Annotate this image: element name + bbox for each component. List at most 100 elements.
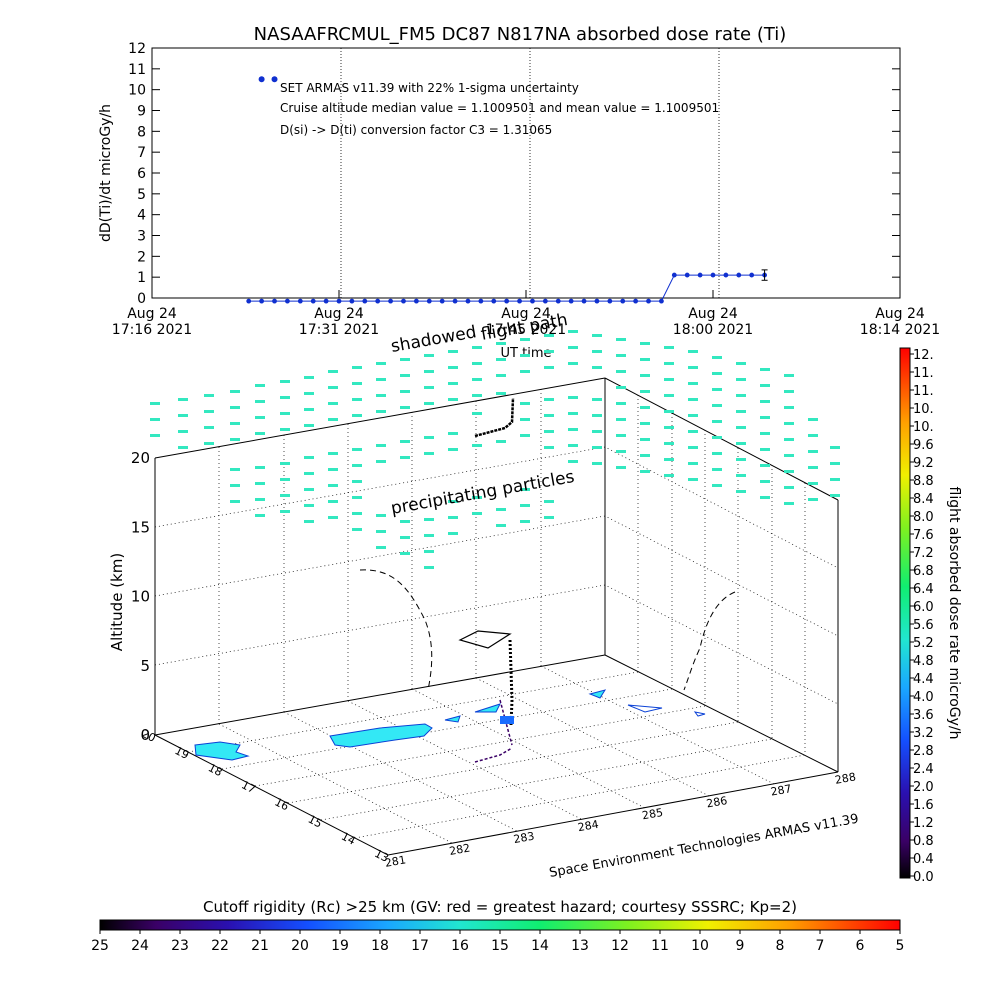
- side-axis-ticks: 13 14 15 16 17 18 19 20: [139, 727, 390, 865]
- colorbar-tick-label: 9.2: [913, 456, 934, 471]
- data-point: [517, 298, 522, 304]
- y-tick-label: 2: [137, 249, 146, 265]
- z-axis-ticks: 0 5 10 15 20: [131, 449, 150, 744]
- rigidity-colorbar-ticks: 25 24 23 22 21 20 19 18 17 16 15 14 13 12 11 10 9 8 7 6 5: [91, 930, 904, 954]
- front-tick-label: 282: [448, 841, 471, 857]
- rigidity-tick-label: 8: [776, 938, 785, 954]
- rigidity-tick-label: 13: [571, 938, 589, 954]
- dose-colorbar-ticks: 12. 11. 11. 10. 10. 9.6 9.2 8.8 8.4 8.0 7.6 7.2 6.8 6…: [910, 348, 934, 885]
- data-point: [620, 298, 626, 304]
- data-point: [323, 298, 329, 304]
- data-point: [671, 272, 677, 278]
- data-point: [607, 298, 613, 304]
- side-tick-label: 17: [239, 778, 257, 796]
- z-tick-label: 15: [131, 518, 150, 536]
- data-point: [749, 272, 755, 278]
- z-tick-label: 10: [131, 588, 150, 606]
- rigidity-tick-label: 5: [896, 938, 905, 954]
- colorbar-tick-label: 9.6: [913, 438, 934, 453]
- data-point: [659, 298, 664, 304]
- side-tick-label: 14: [339, 830, 357, 848]
- front-tick-label: 281: [384, 853, 407, 869]
- x-tick-date: Aug 24: [688, 306, 738, 322]
- chart-title: NASAAFRCMUL_FM5 DC87 N817NA absorbed dos…: [254, 24, 787, 45]
- rigidity-tick-label: 6: [856, 938, 865, 954]
- data-point: [452, 298, 458, 304]
- data-point: [555, 298, 561, 304]
- data-point-high: [258, 76, 265, 83]
- front-tick-label: 288: [834, 770, 857, 786]
- side-tick-label: 16: [273, 795, 291, 813]
- z-axis-label: Altitude (km): [108, 553, 126, 651]
- rigidity-tick-label: 20: [291, 938, 309, 954]
- colorbar-tick-label: 0.8: [913, 834, 934, 849]
- 3d-box: [154, 377, 839, 856]
- colorbar-tick-label: 2.4: [913, 762, 934, 777]
- x-tick-time: 17:16 2021: [112, 322, 192, 338]
- data-point-high: [271, 76, 278, 83]
- dose-colorbar: [899, 347, 911, 879]
- data-point: [426, 298, 432, 304]
- x-tick-date: Aug 24: [127, 306, 177, 322]
- rigidity-colorbar-title: Cutoff rigidity (Rc) >25 km (GV: red = g…: [203, 898, 797, 916]
- colorbar-tick-label: 11.: [913, 384, 934, 399]
- y-tick-label: 9: [137, 104, 146, 120]
- data-point: [259, 298, 265, 304]
- side-tick-label: 13: [372, 847, 390, 865]
- precipitating-particles-field: [150, 330, 840, 569]
- data-point: [362, 298, 368, 304]
- rigidity-colorbar: [99, 919, 901, 931]
- rigidity-tick-label: 10: [691, 938, 709, 954]
- y-tick-label: 6: [137, 166, 146, 182]
- y-tick-label: 10: [128, 83, 146, 99]
- side-tick-label: 20: [139, 727, 157, 745]
- rigidity-tick-label: 21: [251, 938, 269, 954]
- y-tick-label: 0: [137, 291, 146, 307]
- colorbar-tick-label: 1.2: [913, 816, 934, 831]
- data-point: [646, 298, 651, 304]
- rigidity-tick-label: 17: [411, 938, 429, 954]
- 3d-grid: [154, 389, 839, 844]
- y-tick-label: 8: [137, 124, 146, 140]
- colorbar-tick-label: 6.8: [913, 564, 934, 579]
- rigidity-tick-label: 23: [171, 938, 189, 954]
- colorbar-tick-label: 8.4: [913, 492, 934, 507]
- data-point: [581, 298, 587, 304]
- front-tick-label: 283: [512, 830, 535, 846]
- colorbar-tick-label: 5.6: [913, 618, 934, 633]
- y-tick-label: 7: [137, 145, 146, 161]
- data-point: [491, 298, 497, 304]
- label-precipitating-particles: precipitating particles: [389, 467, 576, 519]
- data-point: [530, 298, 535, 304]
- data-point: [246, 298, 252, 304]
- x-tick-time: 18:14 2021: [860, 322, 940, 338]
- y-tick-label: 12: [128, 41, 146, 57]
- data-point: [388, 298, 393, 304]
- x-tick-time: 17:31 2021: [299, 322, 379, 338]
- colorbar-tick-label: 4.0: [913, 690, 934, 705]
- rigidity-tick-label: 7: [816, 938, 825, 954]
- label-shadowed: shadowed: [389, 322, 478, 357]
- data-point: [439, 298, 445, 304]
- y-tick-label: 1: [137, 270, 146, 286]
- rigidity-tick-label: 22: [211, 938, 229, 954]
- cutoff-rigidity-contours: [194, 689, 706, 761]
- colorbar-tick-label: 3.6: [913, 708, 934, 723]
- front-axis-ticks: 281 282 283 284 285 286 287 288: [384, 770, 857, 869]
- data-point: [349, 298, 355, 304]
- rigidity-tick-label: 19: [331, 938, 349, 954]
- y-tick-label: 5: [137, 187, 146, 203]
- flight-path: [458, 397, 515, 763]
- x-tick-date: Aug 24: [314, 306, 364, 322]
- front-tick-label: 286: [705, 794, 728, 810]
- colorbar-tick-label: 11.: [913, 366, 934, 381]
- colorbar-tick-label: 5.2: [913, 636, 934, 651]
- colorbar-tick-label: 0.4: [913, 852, 934, 867]
- colorbar-tick-label: 10.: [913, 402, 934, 417]
- side-tick-label: 19: [173, 744, 191, 762]
- front-tick-label: 285: [641, 806, 664, 822]
- rigidity-tick-label: 24: [131, 938, 149, 954]
- dose-colorbar-label: flight absorbed dose rate microGy/h: [946, 487, 962, 740]
